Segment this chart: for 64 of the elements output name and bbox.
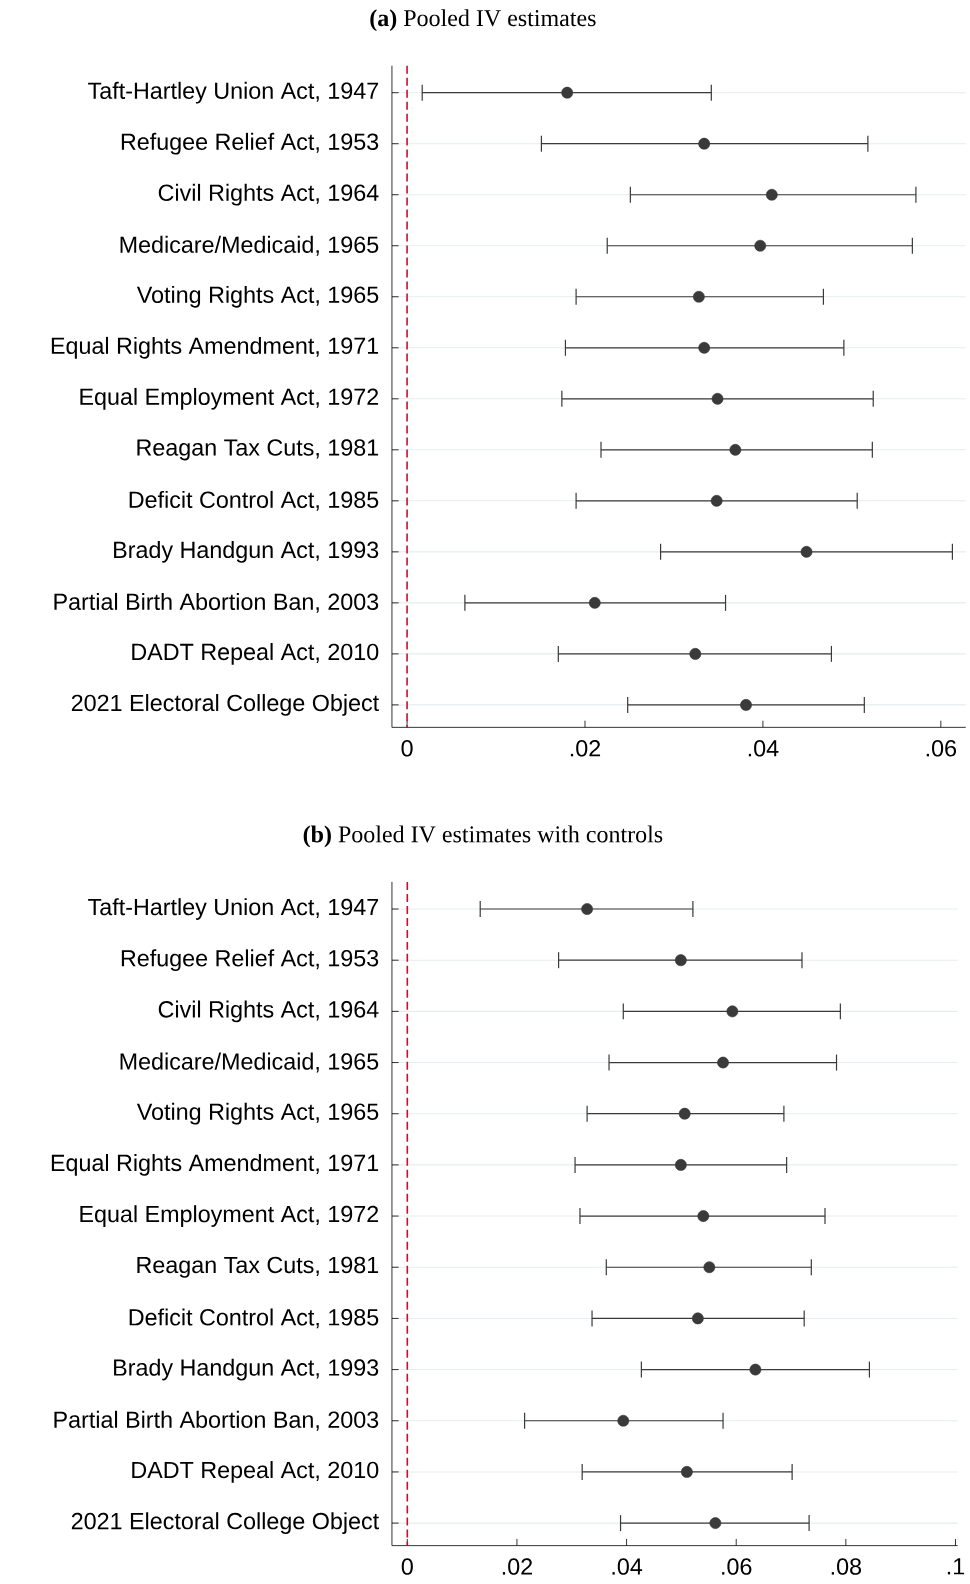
point — [754, 239, 767, 252]
y-tick-label: Equal Rights Amendment, 1971 — [52, 336, 379, 359]
x-tick-label: .1 — [948, 1558, 965, 1575]
point — [717, 1056, 730, 1069]
x-tick-label: .02 — [503, 1558, 533, 1575]
x-tick-label: .06 — [926, 740, 957, 757]
point — [693, 290, 705, 303]
point — [581, 903, 594, 915]
y-tick-label: Taft-Hartley Union Act, 1947 — [88, 81, 379, 104]
y-tick-label: Equal Employment Act, 1972 — [80, 1205, 379, 1227]
chart-title: (a) Pooled IV estimates — [370, 9, 596, 32]
point — [800, 545, 813, 558]
point — [675, 1159, 687, 1171]
y-tick-label: Reagan Tax Cuts, 1981 — [137, 1256, 379, 1278]
point — [698, 341, 711, 354]
point — [689, 648, 702, 660]
point — [678, 1107, 691, 1120]
point — [709, 1517, 722, 1529]
x-tick-label: .04 — [749, 740, 779, 757]
x-tick-label: .04 — [612, 1558, 643, 1575]
x-tick-label: .02 — [571, 740, 601, 757]
point — [703, 1261, 716, 1274]
x-tick-label: 0 — [401, 1558, 414, 1575]
y-tick-label: Partial Birth Abortion Ban, 2003 — [54, 1410, 379, 1431]
y-tick-label: Equal Rights Amendment, 1971 — [52, 1154, 379, 1176]
chart-title: (b) Pooled IV estimates with controls — [303, 825, 663, 848]
y-tick-label: Refugee Relief Act, 1953 — [122, 132, 379, 155]
point — [749, 1363, 762, 1376]
point — [698, 137, 711, 150]
point — [766, 188, 778, 201]
y-tick-label: Refugee Relief Act, 1953 — [122, 949, 379, 972]
point — [711, 392, 724, 405]
y-tick-label: Civil Rights Act, 1964 — [158, 183, 379, 206]
y-tick-label: Medicare/Medicaid, 1965 — [120, 1052, 379, 1073]
y-tick-label: Deficit Control Act, 1985 — [129, 1308, 379, 1329]
point — [617, 1414, 630, 1427]
y-tick-label: 2021 Electoral College Object — [72, 694, 380, 716]
y-tick-label: Brady Handgun Act, 1993 — [114, 1358, 379, 1381]
point — [726, 1005, 739, 1018]
point — [675, 954, 687, 967]
point — [697, 1210, 710, 1222]
y-tick-label: Reagan Tax Cuts, 1981 — [137, 439, 379, 461]
y-tick-label: 2021 Electoral College Object — [72, 1512, 380, 1534]
point — [710, 494, 723, 507]
y-tick-label: Voting Rights Act, 1965 — [137, 1102, 379, 1125]
y-tick-label: Deficit Control Act, 1985 — [129, 490, 379, 511]
y-tick-label: Brady Handgun Act, 1993 — [114, 540, 379, 563]
y-tick-label: Voting Rights Act, 1965 — [137, 285, 379, 308]
y-tick-label: Taft-Hartley Union Act, 1947 — [88, 898, 379, 920]
point — [729, 443, 742, 456]
y-tick-label: Equal Employment Act, 1972 — [80, 387, 379, 410]
y-tick-label: Civil Rights Act, 1964 — [158, 1000, 379, 1023]
point — [692, 1312, 704, 1325]
point — [589, 597, 601, 609]
x-tick-label: .06 — [722, 1558, 752, 1575]
y-tick-label: Partial Birth Abortion Ban, 2003 — [54, 592, 379, 613]
point — [740, 699, 753, 711]
x-tick-label: .08 — [831, 1558, 862, 1575]
x-tick-label: 0 — [401, 740, 413, 757]
y-tick-label: DADT Repeal Act, 2010 — [132, 1461, 379, 1483]
point — [561, 86, 574, 99]
point — [681, 1466, 693, 1478]
y-tick-label: DADT Repeal Act, 2010 — [132, 643, 379, 665]
y-tick-label: Medicare/Medicaid, 1965 — [120, 235, 379, 256]
